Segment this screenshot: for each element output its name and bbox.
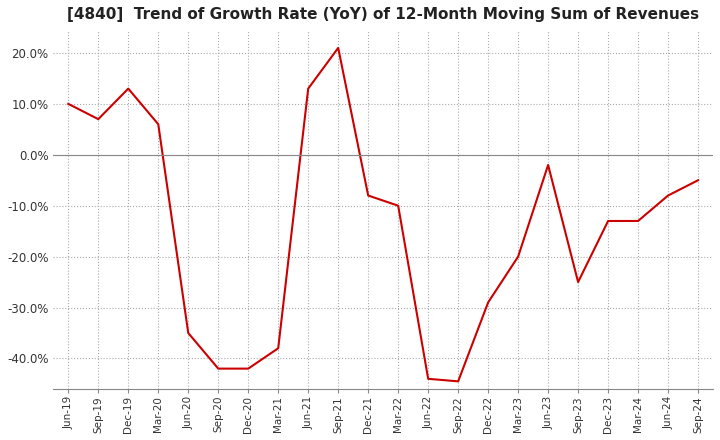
Title: [4840]  Trend of Growth Rate (YoY) of 12-Month Moving Sum of Revenues: [4840] Trend of Growth Rate (YoY) of 12-… [67, 7, 699, 22]
